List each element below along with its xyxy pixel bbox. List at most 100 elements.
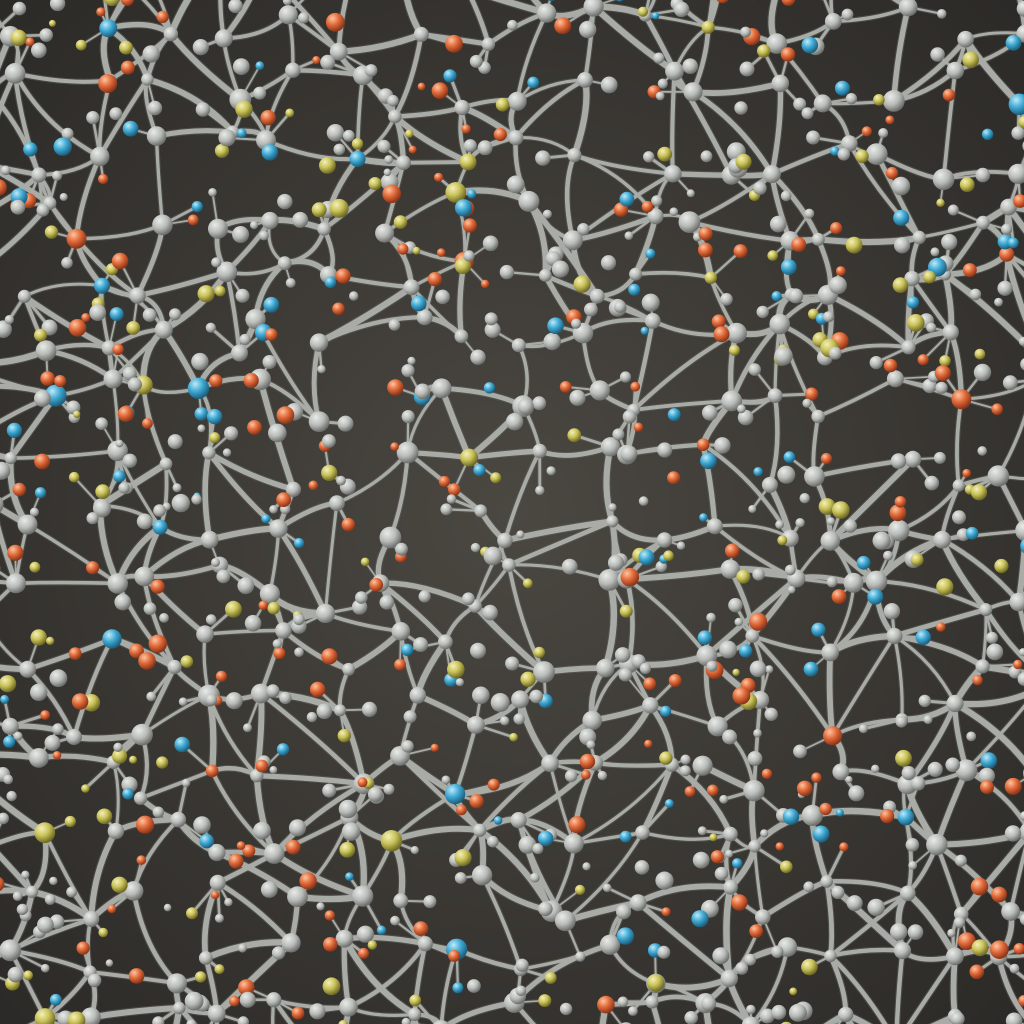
gray-node (907, 924, 924, 940)
gray-node (722, 729, 738, 745)
gray-node (655, 91, 665, 101)
gray-node (28, 748, 49, 768)
strand (631, 398, 734, 412)
gray-node (635, 825, 650, 840)
gray-node (904, 270, 920, 287)
gray-node (403, 279, 420, 296)
gray-node (599, 934, 621, 955)
gray-node (39, 28, 53, 42)
orange-node (668, 674, 682, 687)
blue-node (152, 519, 168, 535)
orange-node (579, 753, 596, 770)
blue-node (174, 736, 190, 753)
strand (668, 761, 734, 837)
gray-node (383, 783, 395, 795)
gray-node (178, 697, 188, 706)
gray-node (975, 659, 990, 674)
yellow-node (380, 830, 403, 852)
gray-node (109, 107, 123, 121)
gray-node (416, 309, 433, 326)
gray-node (723, 826, 738, 842)
gray-node (470, 542, 481, 553)
gray-node (49, 669, 68, 688)
orange-node (698, 242, 713, 258)
gray-node (930, 247, 940, 257)
gray-node (811, 232, 825, 246)
orange-node (805, 387, 819, 401)
blue-node (102, 629, 122, 649)
blue-node (616, 927, 634, 945)
orange-node (120, 0, 135, 6)
blue-node (376, 925, 387, 935)
gray-node (641, 293, 660, 312)
yellow-node (509, 732, 518, 742)
gray-node (470, 642, 486, 659)
yellow-node (30, 629, 47, 646)
gray-node (474, 504, 488, 518)
gray-node (239, 991, 256, 1008)
gray-node (826, 517, 836, 526)
gray-node (396, 155, 411, 171)
gray-node (584, 302, 598, 317)
gray-node (133, 791, 148, 805)
gray-node (12, 1, 27, 16)
gray-node (408, 1007, 422, 1022)
gray-node (975, 167, 991, 183)
gray-node (538, 901, 553, 917)
orange-node (630, 381, 641, 392)
gray-node (771, 74, 790, 93)
gray-node (136, 513, 153, 530)
gray-node (1000, 198, 1017, 216)
gray-node (1016, 0, 1024, 17)
yellow-node (533, 646, 545, 659)
strand (635, 883, 734, 906)
gray-node (535, 485, 545, 496)
orange-node (120, 60, 135, 75)
gray-node (335, 929, 354, 948)
orange-node (358, 947, 369, 959)
blue-node (537, 830, 554, 847)
gray-node (287, 886, 308, 908)
orange-node (448, 949, 461, 962)
gray-node (377, 139, 391, 153)
orange-node (1013, 659, 1023, 670)
gray-node (969, 288, 982, 301)
yellow-node (832, 501, 850, 519)
gray-node (683, 82, 703, 102)
strand (983, 607, 1024, 663)
gray-node (774, 346, 793, 366)
gray-node (712, 947, 730, 965)
orange-node (68, 647, 82, 660)
blue-node (410, 295, 427, 312)
orange-node (436, 248, 446, 257)
gray-node (245, 308, 266, 330)
strand (263, 138, 360, 162)
gray-node (761, 476, 778, 493)
gray-node (118, 482, 130, 494)
gray-node (935, 381, 948, 394)
gray-node (505, 656, 520, 671)
orange-node (427, 272, 442, 287)
blue-node (194, 407, 209, 421)
strand (506, 563, 546, 674)
gray-node (89, 304, 107, 321)
gray-node (384, 155, 394, 164)
gray-node (80, 1007, 101, 1024)
strand (816, 376, 898, 419)
blue-node (700, 452, 717, 470)
gray-node (196, 625, 214, 643)
gray-node (564, 833, 584, 854)
yellow-node (34, 822, 56, 844)
gray-node (278, 5, 298, 25)
yellow-node (367, 940, 377, 950)
yellow-node (225, 600, 242, 618)
gray-node (224, 898, 233, 907)
blue-node (771, 291, 782, 302)
gray-node (618, 668, 632, 682)
gray-node (720, 293, 733, 306)
gray-node (933, 530, 951, 549)
strand (258, 691, 367, 787)
orange-node (434, 172, 444, 182)
strand (670, 69, 677, 176)
